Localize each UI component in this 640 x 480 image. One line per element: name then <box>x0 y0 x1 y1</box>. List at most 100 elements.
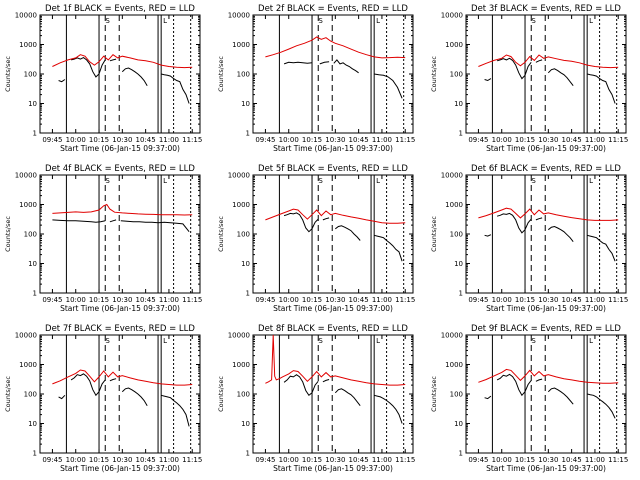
x-tick-label: 10:30 <box>112 456 132 464</box>
marker-label-l: L <box>589 337 593 345</box>
y-axis-label: Counts/sec <box>4 56 12 92</box>
events-series <box>334 388 361 407</box>
x-tick-label: 11:00 <box>159 136 179 144</box>
y-tick-label: 1000 <box>19 361 37 369</box>
y-tick-label: 10000 <box>15 332 37 340</box>
x-tick-label: 10:00 <box>492 136 512 144</box>
events-series <box>547 68 574 87</box>
y-axis-label: Counts/sec <box>430 216 438 252</box>
x-tick-label: 09:45 <box>42 136 62 144</box>
x-tick-label: 10:30 <box>538 456 558 464</box>
y-tick-label: 1000 <box>445 201 463 209</box>
x-tick-label: 10:00 <box>279 136 299 144</box>
x-tick-label: 09:45 <box>255 296 275 304</box>
y-tick-label: 100 <box>24 231 37 239</box>
y-tick-label: 100 <box>237 71 250 79</box>
x-tick-label: 10:15 <box>302 136 322 144</box>
events-series <box>587 73 616 104</box>
events-series <box>58 79 66 83</box>
events-series <box>535 217 543 221</box>
events-series <box>52 219 106 223</box>
panel-title: Det 1f BLACK = Events, RED = LLD <box>45 4 195 14</box>
marker-label-s: S <box>318 177 323 185</box>
panel-det-1: Det 1f BLACK = Events, RED = LLD 1 10 100 10… <box>4 4 202 153</box>
x-tick-label: 10:15 <box>515 456 535 464</box>
x-tick-label: 10:15 <box>302 456 322 464</box>
y-axis-label: Counts/sec <box>4 376 12 412</box>
x-tick-label: 10:30 <box>538 136 558 144</box>
y-tick-label: 100 <box>450 71 463 79</box>
x-axis-label: Start Time (06-Jan-15 09:37:00) <box>486 464 606 473</box>
y-axis-label: Counts/sec <box>217 216 225 252</box>
x-tick-label: 11:15 <box>608 456 628 464</box>
x-tick-label: 11:00 <box>159 456 179 464</box>
events-series <box>496 373 532 397</box>
events-series <box>535 378 543 382</box>
events-series <box>58 394 66 400</box>
y-tick-label: 1 <box>459 130 463 138</box>
lld-series <box>265 208 406 224</box>
lld-series <box>265 334 406 386</box>
panel-title: Det 9f BLACK = Events, RED = LLD <box>471 324 621 334</box>
lld-series <box>52 369 193 386</box>
panel-title: Det 2f BLACK = Events, RED = LLD <box>258 4 408 14</box>
events-series <box>587 393 616 419</box>
x-tick-label: 11:15 <box>395 136 415 144</box>
y-tick-label: 10 <box>28 100 37 108</box>
x-tick-label: 10:45 <box>562 136 582 144</box>
events-series <box>322 379 330 383</box>
lld-series <box>265 36 406 59</box>
y-tick-label: 10 <box>241 420 250 428</box>
events-series <box>484 78 492 82</box>
x-tick-label: 11:15 <box>395 456 415 464</box>
marker-label-s: S <box>318 337 323 345</box>
panel-det-5: Det 5f BLACK = Events, RED = LLD 1 10 100 10… <box>217 164 415 313</box>
marker-label-s: S <box>531 177 536 185</box>
panel-title: Det 5f BLACK = Events, RED = LLD <box>258 164 408 174</box>
y-tick-label: 100 <box>237 231 250 239</box>
y-axis-label: Counts/sec <box>430 56 438 92</box>
x-tick-label: 10:00 <box>66 296 86 304</box>
events-series <box>374 73 403 99</box>
y-tick-label: 1 <box>33 450 37 458</box>
x-tick-label: 11:15 <box>182 456 202 464</box>
x-axis-label: Start Time (06-Jan-15 09:37:00) <box>273 304 393 313</box>
x-tick-label: 10:00 <box>279 296 299 304</box>
events-series <box>319 61 330 65</box>
events-series <box>484 395 492 400</box>
events-series <box>283 61 313 65</box>
events-series <box>70 57 106 78</box>
marker-label-l: L <box>163 17 167 25</box>
x-tick-label: 10:00 <box>279 456 299 464</box>
y-axis-label: Counts/sec <box>430 376 438 412</box>
x-tick-label: 10:45 <box>349 456 369 464</box>
y-tick-label: 1000 <box>19 201 37 209</box>
x-tick-label: 09:45 <box>468 456 488 464</box>
x-tick-label: 10:30 <box>112 296 132 304</box>
x-tick-label: 09:45 <box>42 456 62 464</box>
panel-det-9: Det 9f BLACK = Events, RED = LLD 1 10 100 10… <box>430 324 628 473</box>
lld-series <box>52 203 193 216</box>
x-axis-label: Start Time (06-Jan-15 09:37:00) <box>60 144 180 153</box>
x-tick-label: 10:15 <box>89 456 109 464</box>
y-tick-label: 1 <box>246 290 250 298</box>
panel-title: Det 8f BLACK = Events, RED = LLD <box>258 324 408 334</box>
lld-series <box>52 54 193 69</box>
y-tick-label: 1 <box>33 130 37 138</box>
events-series <box>161 394 190 427</box>
y-tick-label: 100 <box>237 391 250 399</box>
y-tick-label: 10000 <box>15 172 37 180</box>
x-tick-label: 10:00 <box>66 456 86 464</box>
panel-title: Det 3f BLACK = Events, RED = LLD <box>471 4 621 14</box>
x-axis-label: Start Time (06-Jan-15 09:37:00) <box>60 464 180 473</box>
marker-label-s: S <box>531 337 536 345</box>
x-tick-label: 11:15 <box>182 136 202 144</box>
x-tick-label: 09:45 <box>42 296 62 304</box>
marker-label-s: S <box>531 17 536 25</box>
x-axis-label: Start Time (06-Jan-15 09:37:00) <box>486 304 606 313</box>
y-tick-label: 1 <box>459 290 463 298</box>
y-tick-label: 100 <box>24 71 37 79</box>
events-series <box>109 378 117 382</box>
y-tick-label: 10000 <box>441 172 463 180</box>
events-series <box>496 212 532 234</box>
